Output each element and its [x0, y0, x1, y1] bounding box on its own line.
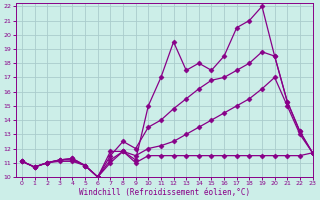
X-axis label: Windchill (Refroidissement éolien,°C): Windchill (Refroidissement éolien,°C) — [78, 188, 250, 197]
